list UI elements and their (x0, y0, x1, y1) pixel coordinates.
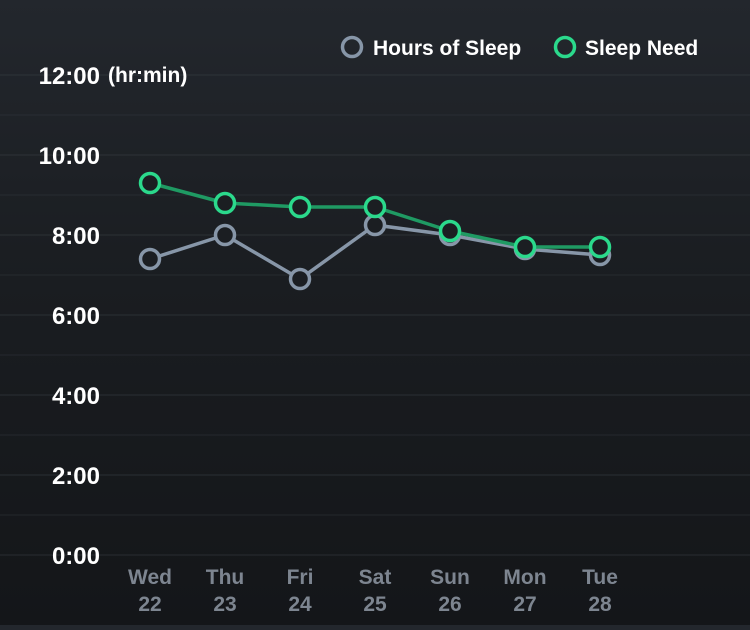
legend-marker-hours-of-sleep (340, 35, 364, 59)
grid-layer (0, 74, 750, 556)
x-tick-day: Sun (430, 566, 470, 589)
y-tick-label: 0:00 (52, 543, 100, 570)
sleep-need-point[interactable] (588, 235, 612, 259)
sleep-need-point[interactable] (363, 195, 387, 219)
x-tick-day: Wed (128, 566, 172, 589)
y-tick-label: 4:00 (52, 383, 100, 410)
chart-legend: Hours of Sleep Sleep Need (340, 35, 698, 60)
x-tick-date: 22 (138, 593, 161, 616)
x-tick-date: 26 (438, 593, 461, 616)
sleep-need-point[interactable] (438, 219, 462, 243)
y-tick-label: 12:00 (39, 63, 100, 90)
y-tick-label: 2:00 (52, 463, 100, 490)
hours-of-sleep-point[interactable] (138, 247, 162, 271)
y-tick-label: 6:00 (52, 303, 100, 330)
x-tick-date: 24 (288, 593, 312, 616)
x-tick-day: Fri (287, 566, 314, 589)
sleep-need-point[interactable] (288, 195, 312, 219)
series-layer (138, 171, 612, 291)
legend-label-hours-of-sleep: Hours of Sleep (373, 37, 521, 60)
sleep-need-point[interactable] (513, 235, 537, 259)
hours-of-sleep-point[interactable] (288, 267, 312, 291)
x-tick-date: 27 (513, 593, 536, 616)
hours-of-sleep-point[interactable] (213, 223, 237, 247)
hours-of-sleep-point[interactable] (363, 213, 387, 237)
y-tick-label: 10:00 (39, 143, 100, 170)
axis-layer: 0:00 2:00 4:00 6:00 8:00 10:00 12:00 (hr:min) We… (39, 63, 618, 616)
x-tick-date: 25 (363, 593, 387, 616)
x-tick-date: 23 (213, 593, 236, 616)
sleep-need-point[interactable] (213, 191, 237, 215)
legend-marker-sleep-need (553, 35, 577, 59)
sleep-need-point[interactable] (138, 171, 162, 195)
y-axis-unit-label: (hr:min) (108, 64, 187, 87)
x-tick-day: Mon (503, 566, 546, 589)
x-tick-date: 28 (588, 593, 612, 616)
x-tick-day: Tue (582, 566, 618, 589)
x-tick-day: Thu (206, 566, 244, 589)
y-tick-label: 8:00 (52, 223, 100, 250)
legend-label-sleep-need: Sleep Need (585, 37, 698, 60)
x-tick-day: Sat (359, 566, 392, 589)
